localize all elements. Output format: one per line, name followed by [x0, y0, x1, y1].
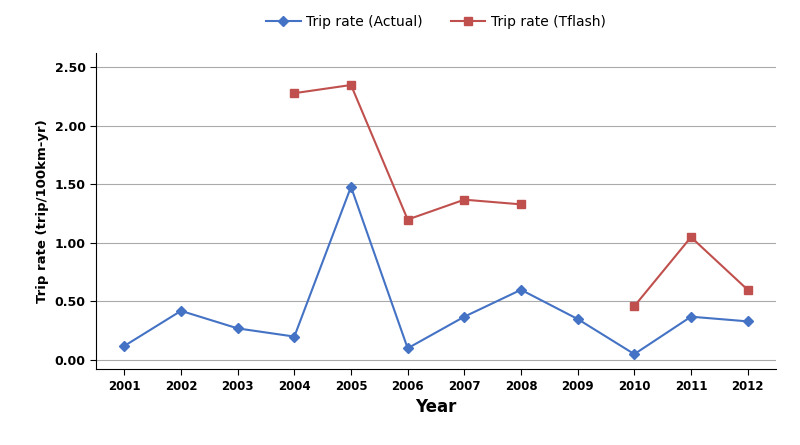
Trip rate (Actual): [516, 287, 526, 292]
Trip rate (Actual): [573, 316, 582, 322]
Trip rate (Actual): [176, 308, 186, 314]
Trip rate (Actual): [743, 319, 753, 324]
Trip rate (Tflash): [516, 202, 526, 207]
Line: Trip rate (Tflash): Trip rate (Tflash): [290, 81, 525, 224]
Trip rate (Actual): [686, 314, 696, 320]
Trip rate (Actual): [290, 334, 299, 339]
X-axis label: Year: Year: [415, 398, 457, 417]
Trip rate (Tflash): [403, 217, 413, 222]
Trip rate (Actual): [630, 352, 639, 357]
Trip rate (Tflash): [290, 90, 299, 96]
Trip rate (Actual): [346, 184, 356, 190]
Trip rate (Tflash): [346, 82, 356, 88]
Y-axis label: Trip rate (trip/100km-yr): Trip rate (trip/100km-yr): [36, 120, 49, 303]
Trip rate (Actual): [233, 326, 242, 331]
Trip rate (Actual): [403, 346, 413, 351]
Legend: Trip rate (Actual), Trip rate (Tflash): Trip rate (Actual), Trip rate (Tflash): [261, 10, 611, 35]
Line: Trip rate (Actual): Trip rate (Actual): [121, 183, 751, 358]
Trip rate (Actual): [119, 343, 129, 348]
Trip rate (Tflash): [459, 197, 469, 202]
Trip rate (Actual): [459, 314, 469, 320]
